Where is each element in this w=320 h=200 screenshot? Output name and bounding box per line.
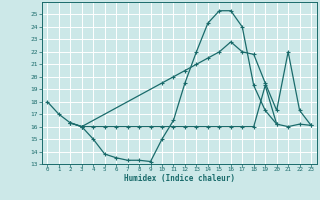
X-axis label: Humidex (Indice chaleur): Humidex (Indice chaleur) xyxy=(124,174,235,183)
